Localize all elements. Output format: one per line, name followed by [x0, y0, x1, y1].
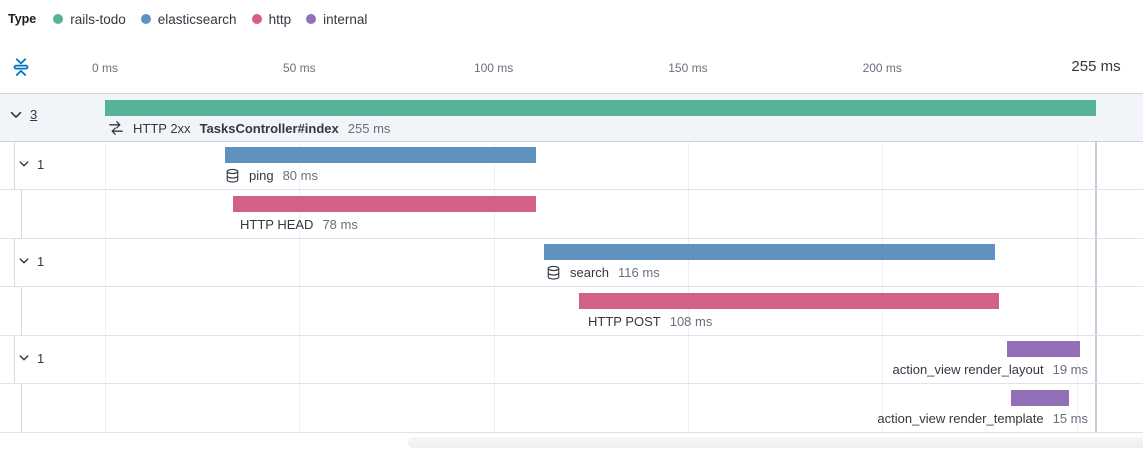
chevron-down-icon	[18, 255, 37, 267]
span-bar-http-post[interactable]	[579, 292, 999, 309]
span-bar-transaction[interactable]	[105, 99, 1096, 116]
child-count[interactable]: 1	[37, 156, 45, 172]
span-duration: 19 ms	[1052, 362, 1088, 377]
legend-title: Type	[8, 12, 37, 26]
legend-item-label: rails-todo	[70, 11, 126, 27]
gridline	[882, 93, 884, 433]
span-name: action_view render_layout	[892, 362, 1044, 377]
span-duration: 80 ms	[282, 168, 318, 183]
span-duration: 108 ms	[669, 313, 713, 329]
accordion-guide-line	[14, 335, 15, 383]
type-legend: Type rails-todo elasticsearch http inter…	[8, 9, 382, 29]
legend-item-elasticsearch[interactable]: elasticsearch	[140, 11, 237, 27]
span-result: HTTP 2xx	[133, 120, 191, 136]
span-name: HTTP HEAD	[240, 216, 314, 232]
legend-dot	[306, 14, 317, 24]
waterfall-row-transaction[interactable]: 3 HTTP 2xx TasksController#index 255 ms	[0, 93, 1143, 142]
trace-end-line	[1095, 141, 1097, 433]
gridline	[493, 93, 495, 433]
chevron-down-icon	[18, 158, 37, 170]
waterfall-row-render-template[interactable]: action_view render_template 15 ms	[0, 384, 1143, 433]
span-label: ping 80 ms	[225, 166, 318, 186]
gridline	[1076, 93, 1078, 433]
span-name: ping	[249, 168, 274, 183]
axis-tick-label: 255 ms	[1071, 58, 1121, 75]
chevron-down-icon	[18, 352, 37, 364]
axis-tick-label: 150 ms	[668, 61, 708, 75]
legend-dot	[140, 14, 151, 24]
span-name: action_view render_template	[877, 410, 1044, 426]
accordion-guide-line	[21, 384, 22, 432]
span-label: action_view render_layout 19 ms	[893, 360, 1088, 380]
database-icon	[225, 168, 240, 184]
legend-item-internal[interactable]: internal	[306, 12, 367, 27]
span-bar-search[interactable]	[544, 244, 995, 260]
span-name: HTTP POST	[588, 313, 661, 329]
waterfall-row-ping[interactable]: 1 ping 80 ms	[0, 141, 1143, 190]
legend-item-rails-todo[interactable]: rails-todo	[53, 12, 126, 27]
accordion-guide-line	[14, 141, 15, 189]
accordion-guide-line	[21, 287, 22, 335]
legend-dot	[251, 14, 262, 24]
span-name: TasksController#index	[199, 120, 339, 136]
span-bar-ping[interactable]	[225, 147, 537, 163]
accordion-toggle[interactable]: 1	[18, 157, 44, 172]
timeline-axis: 0 ms 50 ms 100 ms 150 ms 200 ms 255 ms	[0, 0, 1143, 93]
legend-dot	[53, 14, 64, 24]
merge-icon	[108, 120, 124, 136]
span-bar-http-head[interactable]	[233, 195, 537, 212]
axis-tick-label: 200 ms	[862, 61, 902, 75]
waterfall-row-http-head[interactable]: HTTP HEAD 78 ms	[0, 190, 1143, 239]
span-duration: 15 ms	[1052, 410, 1088, 426]
span-bar-render-template[interactable]	[1010, 389, 1069, 406]
database-icon	[546, 265, 561, 281]
span-label: HTTP 2xx TasksController#index 255 ms	[108, 118, 390, 138]
axis-tick-label: 100 ms	[473, 61, 514, 75]
fold-vertical-icon	[11, 57, 33, 77]
span-duration: 78 ms	[322, 216, 358, 232]
axis-tick-label: 0 ms	[91, 61, 119, 75]
axis-tick-label: 50 ms	[282, 61, 316, 75]
accordion-guide-line	[14, 238, 15, 286]
legend-item-label: http	[268, 11, 292, 27]
span-label: action_view render_template 15 ms	[877, 408, 1088, 428]
waterfall-row-search[interactable]: 1 search 116 ms	[0, 238, 1143, 287]
accordion-toggle[interactable]: 1	[18, 351, 44, 366]
chevron-down-icon	[9, 108, 30, 122]
span-bar-render-layout[interactable]	[1006, 341, 1081, 357]
child-count[interactable]: 1	[37, 350, 45, 366]
waterfall-row-render-layout[interactable]: 1 action_view render_layout 19 ms	[0, 335, 1143, 384]
child-count[interactable]: 1	[37, 253, 45, 269]
waterfall-chart: 3 HTTP 2xx TasksController#index 255 ms …	[0, 93, 1143, 433]
span-label: search 116 ms	[546, 263, 660, 283]
collapse-all-button[interactable]	[11, 56, 33, 78]
gridline	[105, 93, 106, 433]
gridline	[299, 93, 301, 433]
legend-item-http[interactable]: http	[251, 11, 292, 27]
waterfall-row-http-post[interactable]: HTTP POST 108 ms	[0, 287, 1143, 336]
accordion-toggle[interactable]: 1	[18, 254, 44, 269]
gridline	[687, 93, 689, 433]
span-duration: 255 ms	[347, 120, 391, 136]
accordion-guide-line	[21, 190, 22, 238]
span-name: search	[570, 265, 610, 280]
child-count[interactable]: 3	[30, 107, 38, 122]
accordion-toggle[interactable]: 3	[9, 107, 37, 122]
legend-item-label: internal	[323, 11, 368, 27]
span-label: HTTP POST 108 ms	[588, 311, 712, 331]
legend-item-label: elasticsearch	[157, 11, 237, 27]
span-label: HTTP HEAD 78 ms	[240, 214, 358, 234]
span-duration: 116 ms	[618, 265, 660, 280]
horizontal-scrollbar[interactable]	[408, 437, 1143, 448]
